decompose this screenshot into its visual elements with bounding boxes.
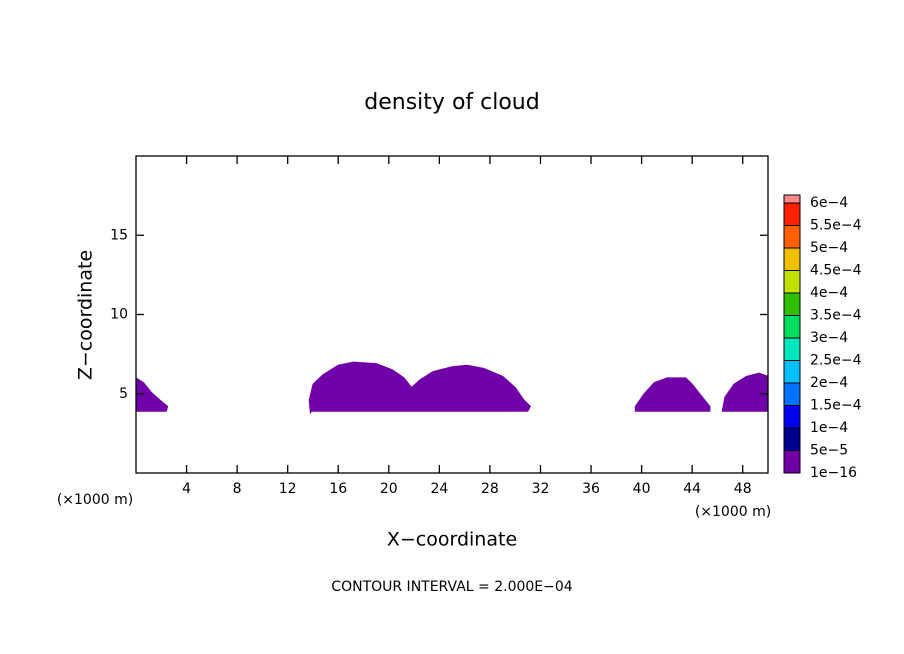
colorbar-label: 4e−4	[810, 285, 848, 301]
y-tick-label: 5	[119, 386, 128, 402]
colorbar-label: 1e−4	[810, 420, 848, 436]
colorbar-swatch	[783, 247, 801, 271]
cloud-region	[634, 377, 711, 412]
colorbar-swatch	[783, 202, 801, 226]
x-tick-label: 44	[683, 481, 701, 497]
colorbar-swatch	[783, 427, 801, 451]
colorbar-label: 6e−4	[810, 195, 848, 211]
cloud-region	[308, 361, 532, 415]
colorbar-label: 1.5e−4	[810, 398, 862, 414]
colorbar-label: 5e−4	[810, 240, 848, 256]
y-axis-label: Z−coordinate	[75, 250, 97, 380]
colorbar-swatch	[783, 292, 801, 316]
x-tick-label: 40	[633, 481, 651, 497]
colorbar-label: 3e−4	[810, 330, 848, 346]
colorbar-swatch	[783, 382, 801, 406]
colorbar-label: 1e−16	[810, 465, 857, 481]
colorbar-swatch	[783, 270, 801, 294]
colorbar-label: 2.5e−4	[810, 353, 862, 369]
colorbar-swatch	[783, 315, 801, 339]
cloud-region	[722, 372, 769, 412]
colorbar-label: 5.5e−4	[810, 218, 862, 234]
colorbar-label: 4.5e−4	[810, 263, 862, 279]
x-tick-label: 4	[182, 481, 191, 497]
x-tick-label: 28	[481, 481, 499, 497]
x-tick-label: 48	[734, 481, 752, 497]
y-tick-label: 15	[110, 227, 128, 243]
colorbar-swatch	[783, 405, 801, 429]
x-tick-label: 12	[279, 481, 297, 497]
colorbar-swatch	[783, 225, 801, 249]
colorbar-swatch	[783, 450, 801, 474]
y-tick-label: 10	[110, 307, 128, 323]
x-tick-label: 24	[430, 481, 448, 497]
colorbar-label: 2e−4	[810, 375, 848, 391]
plot-area	[135, 361, 769, 415]
x-tick-label: 8	[233, 481, 242, 497]
x-tick-label: 36	[582, 481, 600, 497]
colorbar-swatch	[783, 194, 801, 204]
cloud-region	[135, 376, 169, 412]
x-unit-label: (×1000 m)	[695, 504, 771, 520]
x-unit-label: (×1000 m)	[57, 492, 133, 508]
colorbar-label: 5e−5	[810, 443, 848, 459]
x-tick-label: 20	[380, 481, 398, 497]
chart-title: density of cloud	[364, 90, 539, 115]
colorbar: 1e−16 5e−5 1e−4 1.5e−4 2e−4 2.5e−4 3e−4 3.5e−4 4…	[783, 194, 862, 481]
x-tick-label: 32	[532, 481, 550, 497]
colorbar-label: 3.5e−4	[810, 308, 862, 324]
x-tick-label: 16	[329, 481, 347, 497]
x-axis-label: X−coordinate	[387, 529, 517, 551]
colorbar-swatch	[783, 337, 801, 361]
colorbar-swatch	[783, 360, 801, 384]
footnote: CONTOUR INTERVAL = 2.000E−04	[331, 579, 572, 595]
